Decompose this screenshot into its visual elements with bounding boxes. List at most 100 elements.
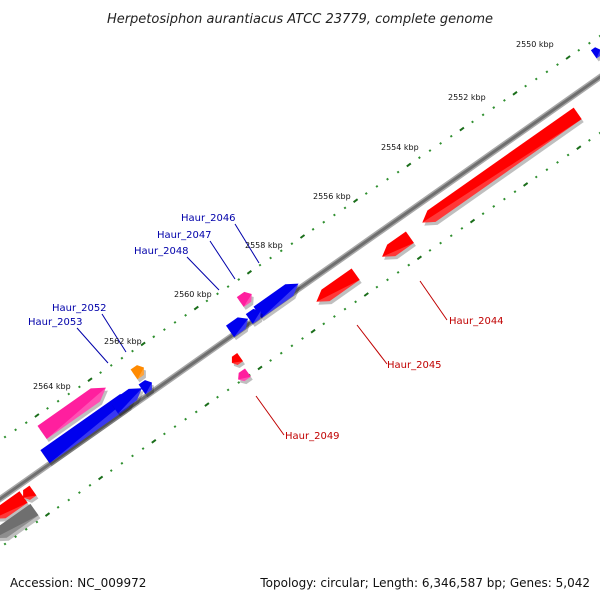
- gene-blue-edge-body: [590, 47, 600, 59]
- inner-tick: [88, 483, 92, 487]
- gene-label-haur-2047[interactable]: Haur_2047: [157, 230, 212, 241]
- gene-pink-forward[interactable]: [236, 291, 254, 310]
- outer-tick: [3, 435, 7, 439]
- outer-tick: [184, 313, 187, 317]
- gene-red-edge[interactable]: [23, 485, 39, 503]
- gene-label-haur-2048[interactable]: Haur_2048: [134, 246, 189, 257]
- outer-tick: [14, 428, 17, 432]
- tick-dots-inner: [3, 131, 600, 546]
- outer-tick: [449, 134, 453, 138]
- gene-blue-2053b[interactable]: [110, 388, 144, 417]
- leader-haur-2046: [234, 223, 260, 264]
- tick-label-2564: 2564 kbp: [33, 382, 71, 391]
- inner-tick: [290, 344, 294, 348]
- gene-blue-small-body: [138, 380, 152, 395]
- inner-tick: [257, 365, 263, 371]
- inner-tick: [363, 292, 369, 297]
- gene-label-haur-2044[interactable]: Haur_2044: [449, 316, 504, 327]
- leader-haur-2049: [255, 395, 285, 436]
- gene-pink-forward-highlight: [243, 294, 252, 307]
- gene-red-small-highlight: [231, 361, 243, 365]
- inner-tick: [428, 249, 432, 252]
- gene-haur-2046[interactable]: [253, 283, 301, 322]
- gene-label-haur-2049[interactable]: Haur_2049: [285, 431, 340, 442]
- inner-tick: [163, 432, 166, 436]
- gene-haur-2049[interactable]: [316, 268, 362, 305]
- gene-blue-edge-highlight: [596, 50, 600, 59]
- outer-tick: [56, 399, 60, 403]
- inner-tick: [576, 145, 582, 150]
- outer-tick: [386, 177, 389, 181]
- gene-label-haur-2053[interactable]: Haur_2053: [28, 317, 83, 328]
- gene-haur-2046-body: [253, 283, 299, 319]
- outer-tick: [237, 278, 241, 281]
- outer-tick: [46, 406, 49, 410]
- gene-red-edge-2[interactable]: [0, 491, 30, 522]
- inner-tick: [97, 475, 104, 481]
- gene-haur-2048[interactable]: [226, 317, 250, 341]
- gene-label-haur-2046[interactable]: Haur_2046: [181, 213, 236, 224]
- outer-tick: [565, 55, 571, 60]
- gene-gray-edge[interactable]: [0, 503, 41, 542]
- gene-haur-2045[interactable]: [382, 231, 416, 260]
- gene-pink-small-highlight: [238, 376, 251, 382]
- genome-summary-text: Topology: circular; Length: 6,346,587 bp…: [259, 576, 590, 590]
- inner-tick: [343, 307, 347, 311]
- gene-haur-2047[interactable]: [245, 308, 263, 327]
- outer-tick: [492, 106, 496, 110]
- inner-tick: [469, 218, 476, 224]
- inner-tick: [14, 535, 18, 539]
- inner-tick: [279, 351, 283, 355]
- gene-features: [0, 47, 600, 542]
- outer-tick: [598, 34, 600, 38]
- inner-tick: [173, 425, 177, 429]
- gene-red-small[interactable]: [231, 353, 245, 368]
- outer-tick: [173, 320, 177, 324]
- gene-pink-small[interactable]: [238, 368, 253, 385]
- inner-tick: [354, 300, 357, 304]
- outer-tick: [205, 299, 209, 303]
- outer-tick: [99, 371, 103, 375]
- gene-red-small-body: [231, 353, 243, 365]
- gene-blue-edge[interactable]: [590, 47, 600, 62]
- outer-tick: [193, 305, 199, 311]
- inner-tick: [396, 270, 400, 274]
- inner-tick: [141, 447, 145, 451]
- gene-haur-2052[interactable]: [37, 387, 108, 442]
- outer-tick: [534, 77, 538, 81]
- gene-red-edge-2-highlight: [0, 502, 28, 519]
- inner-tick: [513, 190, 517, 194]
- outer-tick: [120, 356, 124, 360]
- outer-tick: [512, 91, 518, 96]
- gene-blue-small[interactable]: [138, 380, 154, 398]
- gene-label-haur-2045[interactable]: Haur_2045: [387, 360, 442, 371]
- gene-haur-2048-body: [226, 317, 248, 338]
- inner-tick: [216, 395, 219, 399]
- inner-tick: [310, 328, 316, 334]
- outer-tick: [67, 392, 71, 396]
- outer-tick: [471, 120, 474, 124]
- leader-haur-2047: [209, 240, 236, 280]
- gene-orange[interactable]: [130, 365, 146, 383]
- inner-tick: [109, 469, 113, 472]
- gene-haur-2053[interactable]: [40, 393, 137, 467]
- outer-tick: [428, 149, 432, 152]
- gene-haur-2052-body: [37, 387, 106, 439]
- gene-orange-body: [130, 365, 144, 380]
- tick-label-2550: 2550 kbp: [516, 40, 554, 49]
- gene-label-haur-2052[interactable]: Haur_2052: [52, 303, 107, 314]
- inner-tick: [481, 212, 485, 216]
- tick-label-2554: 2554 kbp: [381, 143, 419, 152]
- tick-dots-outer: [3, 34, 600, 439]
- gene-haur-2044[interactable]: [422, 107, 584, 226]
- gene-haur-2046-highlight: [261, 283, 299, 319]
- outer-tick: [524, 84, 528, 88]
- outer-tick: [24, 421, 28, 425]
- gene-blue-2053b-highlight: [118, 388, 142, 414]
- tick-label-2560: 2560 kbp: [174, 290, 212, 299]
- map-title: Herpetosiphon aurantiacus ATCC 23779, co…: [107, 12, 493, 27]
- inner-tick: [237, 381, 241, 384]
- inner-tick: [44, 512, 51, 517]
- inner-tick: [386, 278, 389, 282]
- gene-orange-highlight: [137, 367, 144, 380]
